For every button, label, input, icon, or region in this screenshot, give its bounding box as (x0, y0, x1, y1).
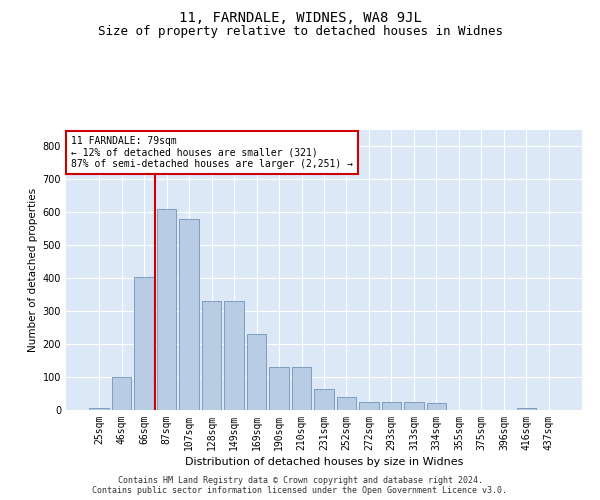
Bar (382, 402, 401, 410)
Text: 11, FARNDALE, WIDNES, WA8 9JL: 11, FARNDALE, WIDNES, WA8 9JL (179, 11, 421, 25)
Bar (517, 408, 536, 410)
Bar (247, 334, 266, 410)
Bar (269, 367, 289, 410)
Text: Contains HM Land Registry data © Crown copyright and database right 2024.
Contai: Contains HM Land Registry data © Crown c… (92, 476, 508, 495)
Bar (404, 402, 424, 410)
Bar (359, 402, 379, 410)
Text: Size of property relative to detached houses in Widnes: Size of property relative to detached ho… (97, 25, 503, 38)
Bar (224, 302, 244, 410)
Bar (112, 377, 131, 410)
Bar (89, 408, 109, 410)
Text: 11 FARNDALE: 79sqm
← 12% of detached houses are smaller (321)
87% of semi-detach: 11 FARNDALE: 79sqm ← 12% of detached hou… (71, 136, 353, 169)
Bar (157, 209, 176, 410)
Bar (134, 276, 154, 410)
Bar (202, 302, 221, 410)
Y-axis label: Number of detached properties: Number of detached properties (28, 188, 38, 352)
X-axis label: Distribution of detached houses by size in Widnes: Distribution of detached houses by size … (185, 457, 463, 467)
Bar (337, 397, 356, 410)
Bar (179, 219, 199, 410)
Bar (427, 404, 446, 410)
Bar (314, 388, 334, 410)
Bar (292, 367, 311, 410)
